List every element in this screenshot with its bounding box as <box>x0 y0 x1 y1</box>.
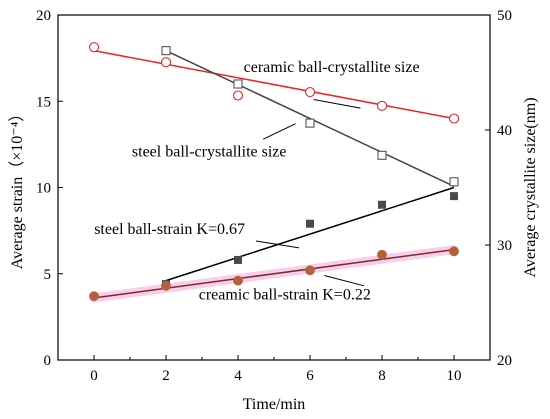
x-tick-label: 8 <box>378 368 386 384</box>
point-steel-strain <box>378 200 386 209</box>
point-ceramic-size <box>232 90 244 101</box>
point-ceramic-strain <box>89 291 99 302</box>
x-tick-label: 4 <box>234 368 242 384</box>
point-steel-size <box>305 118 315 128</box>
y-left-tick-label: 5 <box>44 267 52 283</box>
point-ceramic-strain <box>377 249 387 260</box>
point-ceramic-size <box>160 57 172 68</box>
leader-steel-strain <box>255 240 300 249</box>
left-axis-title-text: Average strain <box>9 177 26 270</box>
y-right-tick-label: 30 <box>497 238 512 254</box>
y-right-tick-label: 40 <box>497 123 512 139</box>
y-left-tick-label: 20 <box>36 8 51 24</box>
fit-line-steel-strain <box>165 186 455 282</box>
point-steel-size <box>377 150 387 160</box>
point-steel-strain <box>306 219 314 228</box>
axis-ticks: 0 2 4 6 8 10 0 5 10 15 20 20 30 40 50 <box>36 8 512 384</box>
y-right-tick-label: 50 <box>497 8 512 24</box>
annotation-labels: ceramic ball-crystallite size steel ball-… <box>94 59 419 304</box>
leader-ceramic-strain <box>324 274 365 287</box>
x-tick-label: 10 <box>447 368 462 384</box>
leader-steel-size <box>262 123 296 140</box>
point-ceramic-strain <box>449 246 459 257</box>
fit-line-steel-size <box>165 49 455 188</box>
left-axis-title-unit: （×10⁻⁴） <box>8 106 26 177</box>
annotation-leader-lines <box>255 99 365 287</box>
point-ceramic-size <box>448 113 460 124</box>
x-tick-label: 2 <box>162 368 170 384</box>
point-ceramic-size <box>304 87 316 98</box>
point-steel-size <box>161 46 171 56</box>
leader-ceramic-size <box>313 99 361 109</box>
point-ceramic-size <box>376 100 388 111</box>
x-axis-title: Time/min <box>243 396 306 413</box>
point-ceramic-size <box>88 42 100 53</box>
fit-line-ceramic-strain <box>93 248 455 299</box>
fit-lines <box>93 49 455 299</box>
point-ceramic-strain <box>161 280 171 291</box>
annotation-steel-strain: steel ball-strain K=0.67 <box>94 221 245 238</box>
x-tick-label: 6 <box>306 368 314 384</box>
right-axis-title: Average crystallite size(nm) <box>522 97 539 277</box>
y-left-tick-label: 10 <box>36 181 51 197</box>
point-ceramic-strain <box>233 275 243 286</box>
point-ceramic-strain <box>305 265 315 276</box>
left-axis-title: Average strain（×10⁻⁴） <box>8 106 26 270</box>
point-steel-size <box>449 177 459 187</box>
y-left-tick-label: 0 <box>44 353 52 369</box>
fit-line-ceramic-size <box>93 49 455 120</box>
point-steel-size <box>233 79 243 89</box>
annotation-ceramic-size: ceramic ball-crystallite size <box>244 59 420 76</box>
data-markers <box>88 42 460 302</box>
annotation-ceramic-strain: creamic ball-strain K=0.22 <box>199 287 371 304</box>
point-steel-strain <box>450 192 458 201</box>
y-right-tick-label: 20 <box>497 353 512 369</box>
point-steel-strain <box>234 255 242 264</box>
y-left-tick-label: 15 <box>36 94 51 110</box>
annotation-steel-size: steel ball-crystallite size <box>132 143 287 160</box>
x-tick-label: 0 <box>90 368 98 384</box>
